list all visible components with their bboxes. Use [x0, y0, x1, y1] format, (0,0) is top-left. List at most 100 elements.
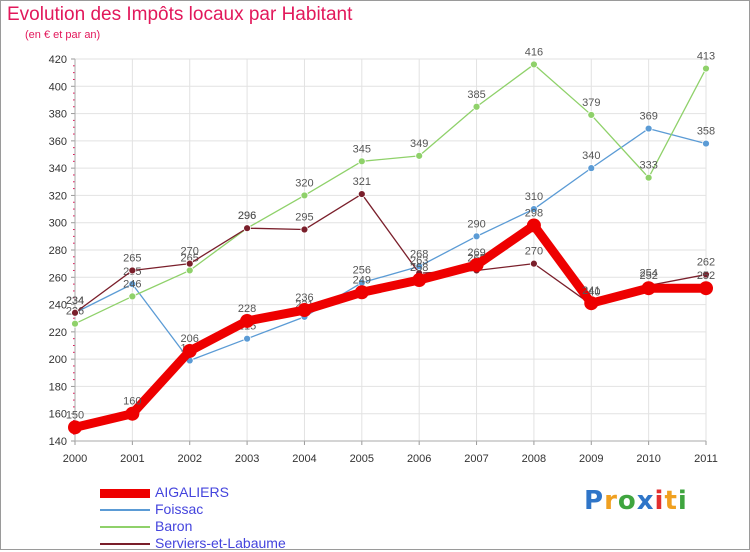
x-tick-label: 2009	[579, 453, 603, 465]
x-tick-label: 2002	[177, 453, 201, 465]
legend-label: Baron	[155, 518, 193, 534]
logo-letter: x	[636, 486, 655, 516]
data-label-serviers-et-labaume: 262	[697, 257, 715, 269]
legend-swatch	[100, 526, 150, 528]
data-label-aigaliers: 269	[467, 247, 485, 259]
data-label-baron: 296	[238, 210, 256, 222]
data-label-serviers-et-labaume: 234	[66, 295, 84, 307]
logo-letter: r	[604, 486, 618, 516]
data-point-baron	[300, 191, 309, 200]
data-label-aigaliers: 150	[66, 409, 84, 421]
data-point-serviers-et-labaume	[71, 308, 79, 317]
data-point-serviers-et-labaume	[300, 225, 309, 234]
data-point-baron	[702, 64, 710, 73]
data-point-foissac	[128, 280, 137, 289]
y-tick-label: 140	[49, 436, 67, 448]
y-tick-label: 400	[49, 81, 67, 93]
y-tick-label: 260	[49, 272, 67, 284]
y-tick-label: 240	[49, 300, 67, 312]
data-point-foissac	[243, 334, 251, 343]
data-point-baron	[128, 292, 137, 301]
data-label-aigaliers: 160	[123, 396, 141, 408]
data-label-baron: 385	[467, 89, 485, 101]
data-label-foissac: 358	[697, 126, 715, 138]
data-label-serviers-et-labaume: 254	[639, 267, 657, 279]
data-point-aigaliers	[354, 285, 369, 300]
logo-letter: o	[617, 486, 637, 516]
data-label-serviers-et-labaume: 321	[353, 176, 371, 188]
data-label-baron: 379	[582, 97, 600, 109]
y-tick-label: 420	[49, 54, 67, 66]
data-label-aigaliers: 252	[697, 270, 715, 282]
data-point-serviers-et-labaume	[243, 224, 251, 233]
data-label-baron: 416	[525, 46, 543, 58]
data-label-serviers-et-labaume: 295	[295, 212, 313, 224]
legend-swatch	[100, 543, 150, 545]
data-point-aigaliers	[297, 303, 312, 318]
data-point-serviers-et-labaume	[702, 270, 710, 279]
data-label-serviers-et-labaume: 296	[238, 210, 256, 222]
data-point-foissac	[472, 232, 481, 241]
data-point-baron	[185, 266, 194, 275]
data-point-foissac	[702, 139, 710, 148]
y-tick-label: 340	[49, 163, 67, 175]
data-label-foissac: 234	[66, 295, 84, 307]
data-label-aigaliers: 249	[353, 274, 371, 286]
data-label-aigaliers: 236	[295, 292, 313, 304]
data-label-foissac: 256	[353, 265, 371, 277]
legend-label: Serviers-et-Labaume	[155, 535, 286, 551]
proxiti-logo: Proxiti	[584, 486, 688, 516]
data-label-foissac: 340	[582, 150, 600, 162]
data-point-baron	[644, 173, 653, 182]
data-label-serviers-et-labaume: 263	[410, 255, 428, 267]
y-tick-label: 300	[49, 218, 67, 230]
legend-label: AIGALIERS	[155, 484, 229, 500]
x-tick-label: 2006	[407, 453, 431, 465]
data-point-baron	[357, 157, 366, 166]
chart-title: Evolution des Impôts locaux par Habitant	[7, 4, 353, 25]
data-label-baron: 246	[123, 278, 141, 290]
y-tick-label: 380	[49, 109, 67, 121]
data-point-aigaliers	[68, 420, 82, 435]
data-point-foissac	[587, 164, 596, 173]
data-label-aigaliers: 228	[238, 303, 256, 315]
data-label-foissac: 268	[410, 248, 428, 260]
x-tick-label: 2008	[522, 453, 546, 465]
data-point-foissac	[530, 205, 538, 213]
data-point-serviers-et-labaume	[128, 266, 137, 275]
data-label-baron: 320	[295, 177, 313, 189]
data-label-aigaliers: 258	[410, 262, 428, 274]
y-tick-label: 200	[49, 354, 67, 366]
legend-swatch	[100, 488, 150, 498]
data-label-serviers-et-labaume: 270	[181, 246, 199, 258]
x-tick-label: 2003	[235, 453, 259, 465]
data-label-aigaliers: 252	[639, 270, 657, 282]
y-tick-label: 180	[49, 381, 67, 393]
data-point-aigaliers	[240, 313, 255, 328]
series-line-baron	[74, 63, 707, 325]
y-tick-label: 160	[49, 409, 67, 421]
x-tick-label: 2001	[120, 453, 144, 465]
x-tick-label: 2005	[350, 453, 374, 465]
data-point-baron	[587, 111, 596, 119]
x-tick-label: 2000	[63, 453, 87, 465]
data-label-aigaliers: 241	[582, 285, 600, 297]
data-label-baron: 345	[353, 143, 371, 155]
chart-subtitle: (en € et par an)	[25, 29, 101, 41]
logo-letter: i	[654, 486, 665, 516]
data-point-aigaliers	[526, 218, 541, 233]
x-tick-label: 2011	[694, 453, 718, 465]
legend-swatch	[100, 509, 150, 511]
x-tick-label: 2007	[464, 453, 488, 465]
y-tick-label: 320	[49, 190, 67, 202]
data-label-baron: 413	[697, 51, 715, 63]
logo-letter: i	[677, 486, 688, 516]
data-point-baron	[71, 319, 79, 328]
data-label-aigaliers: 206	[181, 333, 199, 345]
data-point-baron	[415, 151, 424, 160]
y-tick-label: 360	[49, 136, 67, 148]
x-tick-label: 2010	[636, 453, 660, 465]
y-tick-label: 220	[49, 327, 67, 339]
data-point-baron	[472, 102, 481, 111]
